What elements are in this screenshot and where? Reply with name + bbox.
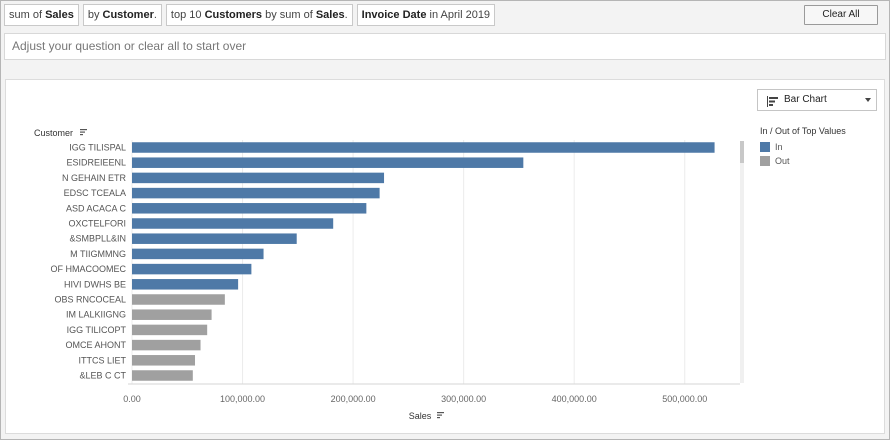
bar[interactable] xyxy=(132,233,297,244)
sort-icon xyxy=(437,417,440,419)
bar[interactable] xyxy=(132,324,208,336)
clear-all-button[interactable]: Clear All xyxy=(804,5,878,25)
category-label: TOPHIFNSTS HP xyxy=(54,386,126,396)
query-pill-topn[interactable]: top 10 Customers by sum of Sales. xyxy=(165,4,353,26)
bar[interactable] xyxy=(132,248,264,260)
bar[interactable] xyxy=(132,218,334,229)
category-label: ITTCS LIET xyxy=(78,355,126,365)
bar[interactable] xyxy=(132,339,201,351)
legend-label: In xyxy=(775,142,783,152)
sort-icon xyxy=(437,414,442,416)
chart-type-dropdown[interactable]: Bar Chart xyxy=(757,89,877,111)
category-label: ESIDREIEENL xyxy=(66,158,126,168)
category-label: HIVI DWHS BE xyxy=(64,279,126,289)
category-label: IGG TILICOPT xyxy=(67,325,127,335)
x-tick-label: 400,000.00 xyxy=(552,394,597,404)
pill-text: top 10 xyxy=(170,9,205,21)
category-label: OF HMACOOMEC xyxy=(51,264,127,274)
bar[interactable] xyxy=(132,263,252,275)
bars-group: IGG TILISPAL ESIDREIEENL N GEHAIN ETR EDSC … xyxy=(51,142,715,396)
sort-icon xyxy=(80,131,85,133)
pill-field: Sales xyxy=(315,9,345,21)
pill-text: in April 2019 xyxy=(426,9,491,21)
category-label: M TIIGMMNG xyxy=(70,249,126,259)
legend: In / Out of Top Values In Out xyxy=(760,126,846,168)
chart-scroll-track[interactable] xyxy=(740,141,744,383)
pill-text: . xyxy=(153,9,157,21)
sort-icon xyxy=(80,129,87,131)
bar[interactable] xyxy=(132,187,380,199)
pill-field: Invoice Date xyxy=(361,9,427,21)
chart-type-label: Bar Chart xyxy=(784,94,827,105)
x-axis-title: Sales xyxy=(409,411,432,421)
category-label: N GEHAIN ETR xyxy=(62,173,127,183)
pill-text: by sum of xyxy=(262,9,316,21)
category-label: IGG TILISPAL xyxy=(69,143,126,153)
bar[interactable] xyxy=(132,294,225,305)
query-pill-dimension[interactable]: by Customer. xyxy=(82,4,162,26)
chart-scrollbar[interactable] xyxy=(740,141,744,163)
legend-swatch xyxy=(760,156,770,166)
bar[interactable] xyxy=(132,370,193,381)
legend-label: Out xyxy=(775,156,790,166)
bar[interactable] xyxy=(132,355,196,366)
category-label: OBS RNCOCEAL xyxy=(54,295,126,305)
category-label: OXCTELFORI xyxy=(68,219,126,229)
category-label: &SMBPLL&IN xyxy=(69,234,126,244)
bar[interactable] xyxy=(132,142,715,153)
query-pills: sum of Sales by Customer. top 10 Custome… xyxy=(4,4,496,28)
category-label: IM LALKIIGNG xyxy=(66,310,126,320)
x-tick-label: 200,000.00 xyxy=(331,394,376,404)
x-tick-label: 500,000.00 xyxy=(662,394,707,404)
legend-title: In / Out of Top Values xyxy=(760,126,846,136)
category-label: &LEB C CT xyxy=(79,371,126,381)
category-label: OMCE AHONT xyxy=(65,340,126,350)
query-pill-filter[interactable]: Invoice Date in April 2019 xyxy=(356,4,496,26)
query-pill-measure[interactable]: sum of Sales xyxy=(4,4,79,26)
bar[interactable] xyxy=(132,157,524,168)
bar-chart-icon xyxy=(767,95,779,115)
sort-icon xyxy=(437,412,444,414)
legend-swatch xyxy=(760,142,770,152)
question-input[interactable]: Adjust your question or clear all to sta… xyxy=(4,33,886,60)
legend-item-out[interactable]: Out xyxy=(760,154,846,168)
category-label: EDSC TCEALA xyxy=(64,188,126,198)
bar[interactable] xyxy=(132,279,239,290)
pill-text: sum of xyxy=(9,9,46,21)
sort-icon xyxy=(80,134,83,136)
chevron-down-icon xyxy=(865,98,871,102)
bar[interactable] xyxy=(132,172,385,184)
category-label: ASD ACACA C xyxy=(66,203,127,213)
x-tick-label: 0.00 xyxy=(123,394,141,404)
bar[interactable] xyxy=(132,203,367,214)
pill-field: Sales xyxy=(45,9,74,21)
y-axis-title: Customer xyxy=(34,128,73,138)
x-tick-label: 300,000.00 xyxy=(441,394,486,404)
legend-item-in[interactable]: In xyxy=(760,140,846,154)
bar[interactable] xyxy=(132,309,212,320)
pill-text: . xyxy=(344,9,348,21)
pill-field: Customer xyxy=(102,9,154,21)
pill-field: Customers xyxy=(204,9,263,21)
x-tick-label: 100,000.00 xyxy=(220,394,265,404)
pill-text: by xyxy=(87,9,103,21)
